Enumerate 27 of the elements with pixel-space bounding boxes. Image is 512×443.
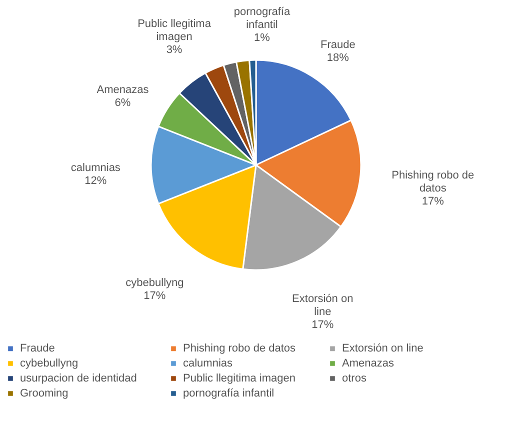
legend-label: Grooming xyxy=(20,388,68,400)
data-label: 18% xyxy=(326,52,350,64)
slice-label: Public llegitima imagen xyxy=(138,18,212,44)
slice-label: Amenazas xyxy=(96,84,150,96)
legend-label: otros xyxy=(342,372,367,384)
legend-label: calumnias xyxy=(183,358,234,370)
data-label: 17% xyxy=(422,196,444,208)
slice-label: calumnias xyxy=(70,162,121,174)
legend-label: cybebullyng xyxy=(20,358,78,370)
slice-label: cybebullyng xyxy=(126,277,184,290)
data-label: 3% xyxy=(166,44,182,56)
slice-label: Phishing robo de datos xyxy=(392,170,474,195)
legend-label: pornografía infantil xyxy=(183,388,274,400)
legend-label: Public llegitima imagen xyxy=(183,372,296,384)
data-label: 17% xyxy=(144,290,166,302)
slice-label: Fraude xyxy=(320,38,356,51)
legend-label: usurpacion de identidad xyxy=(20,372,137,384)
data-label: 1% xyxy=(254,32,270,44)
legend-label: Phishing robo de datos xyxy=(183,342,296,355)
data-label: 17% xyxy=(312,318,334,331)
legend-label: Fraude xyxy=(20,342,55,355)
slice-label: Extorsión on line xyxy=(292,292,354,318)
legend-label: Amenazas xyxy=(342,358,394,370)
data-label: 12% xyxy=(84,175,107,187)
legend-label: Extorsión on line xyxy=(342,342,424,355)
data-label: 6% xyxy=(114,96,131,109)
slice-label: pornografía infantil xyxy=(234,6,291,31)
